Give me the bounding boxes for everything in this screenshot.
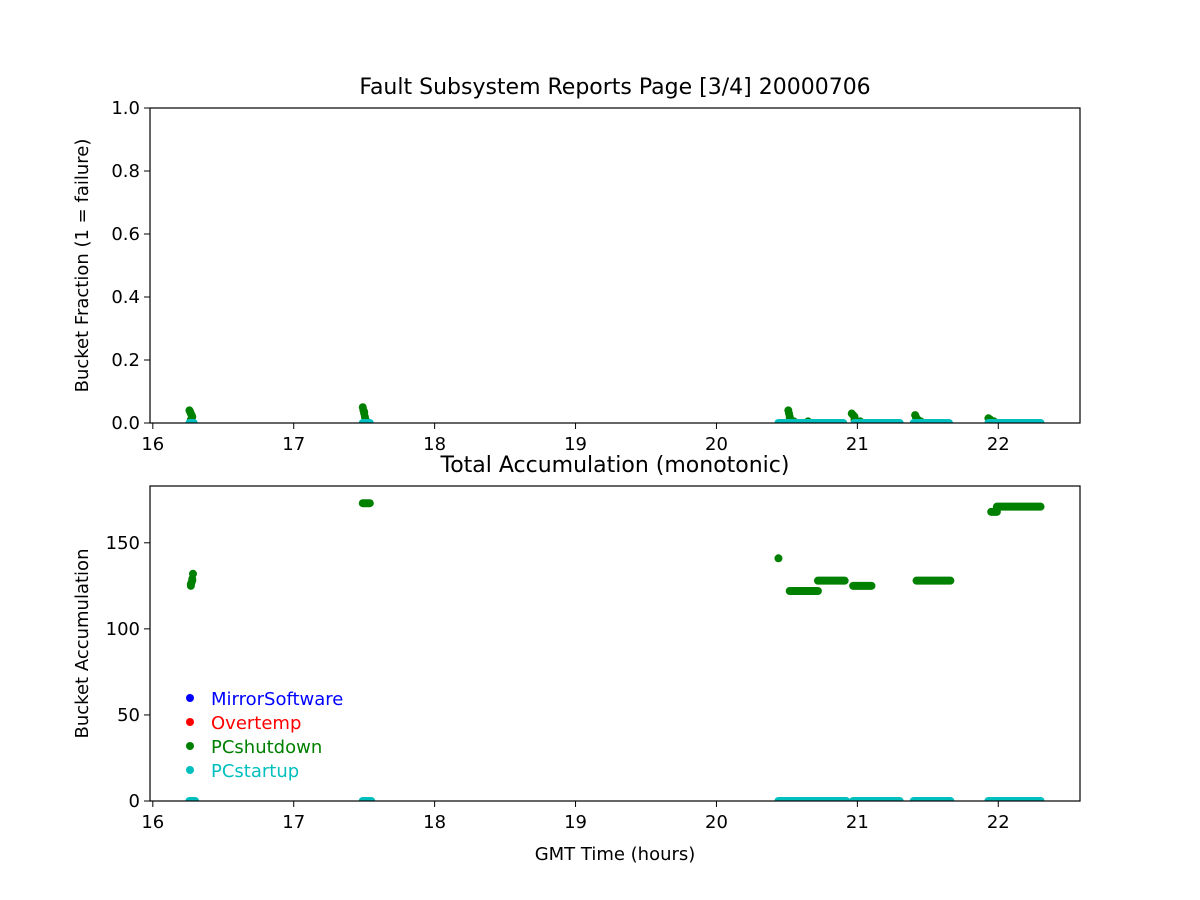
plots-container: Fault Subsystem Reports Page [3/4] 20000… [72, 75, 1081, 865]
x-tick-label: 16 [141, 434, 164, 455]
y-tick-label: 0.6 [111, 224, 140, 245]
legend-label: Overtemp [211, 713, 301, 734]
data-point [188, 576, 197, 585]
y-tick-label: 0.8 [111, 161, 140, 182]
legend-marker [186, 742, 194, 750]
x-tick-label: 22 [987, 434, 1010, 455]
x-tick-label: 17 [282, 434, 305, 455]
legend-marker [186, 766, 194, 774]
chart-title: Fault Subsystem Reports Page [3/4] 20000… [359, 75, 870, 100]
legend-label: PCshutdown [211, 737, 322, 758]
y-tick-label: 1.0 [111, 98, 140, 119]
legend-marker [186, 694, 194, 702]
axes-frame [149, 485, 1081, 802]
x-tick-label: 22 [987, 812, 1010, 833]
legend-marker [186, 718, 194, 726]
data-point [188, 569, 197, 578]
x-tick-label: 20 [705, 812, 728, 833]
x-tick-label: 16 [141, 812, 164, 833]
chart-title: Total Accumulation (monotonic) [440, 453, 790, 478]
y-axis-label: Bucket Accumulation [72, 549, 93, 739]
legend: MirrorSoftware Overtemp PCshutdown PCstartu… [186, 689, 343, 782]
y-tick-label: 0.0 [111, 413, 140, 434]
series-PCshutdown [186, 499, 1045, 595]
y-tick-label: 150 [106, 533, 140, 554]
x-axis-label: GMT Time (hours) [535, 844, 696, 865]
x-tick-label: 18 [423, 434, 446, 455]
x-tick-label: 21 [846, 434, 869, 455]
plot-area [185, 403, 1045, 423]
y-tick-label: 100 [106, 619, 140, 640]
y-tick-label: 0 [129, 791, 140, 812]
y-tick-label: 50 [117, 705, 140, 726]
x-tick-label: 17 [282, 812, 305, 833]
chart-2: Total Accumulation (monotonic) Bucket Acc… [72, 453, 1081, 865]
plot-area [185, 499, 1045, 801]
legend-label: MirrorSoftware [211, 689, 343, 710]
axes-frame [149, 107, 1081, 424]
y-tick-label: 0.2 [111, 350, 140, 371]
y-tick-label: 0.4 [111, 287, 140, 308]
x-tick-label: 20 [705, 434, 728, 455]
data-point [774, 554, 783, 563]
chart-1: Fault Subsystem Reports Page [3/4] 20000… [72, 75, 1081, 455]
legend-label: PCstartup [211, 761, 299, 782]
y-axis-label: Bucket Fraction (1 = failure) [72, 139, 93, 393]
x-tick-label: 19 [564, 812, 587, 833]
x-tick-label: 19 [564, 434, 587, 455]
x-tick-label: 21 [846, 812, 869, 833]
x-tick-label: 18 [423, 812, 446, 833]
